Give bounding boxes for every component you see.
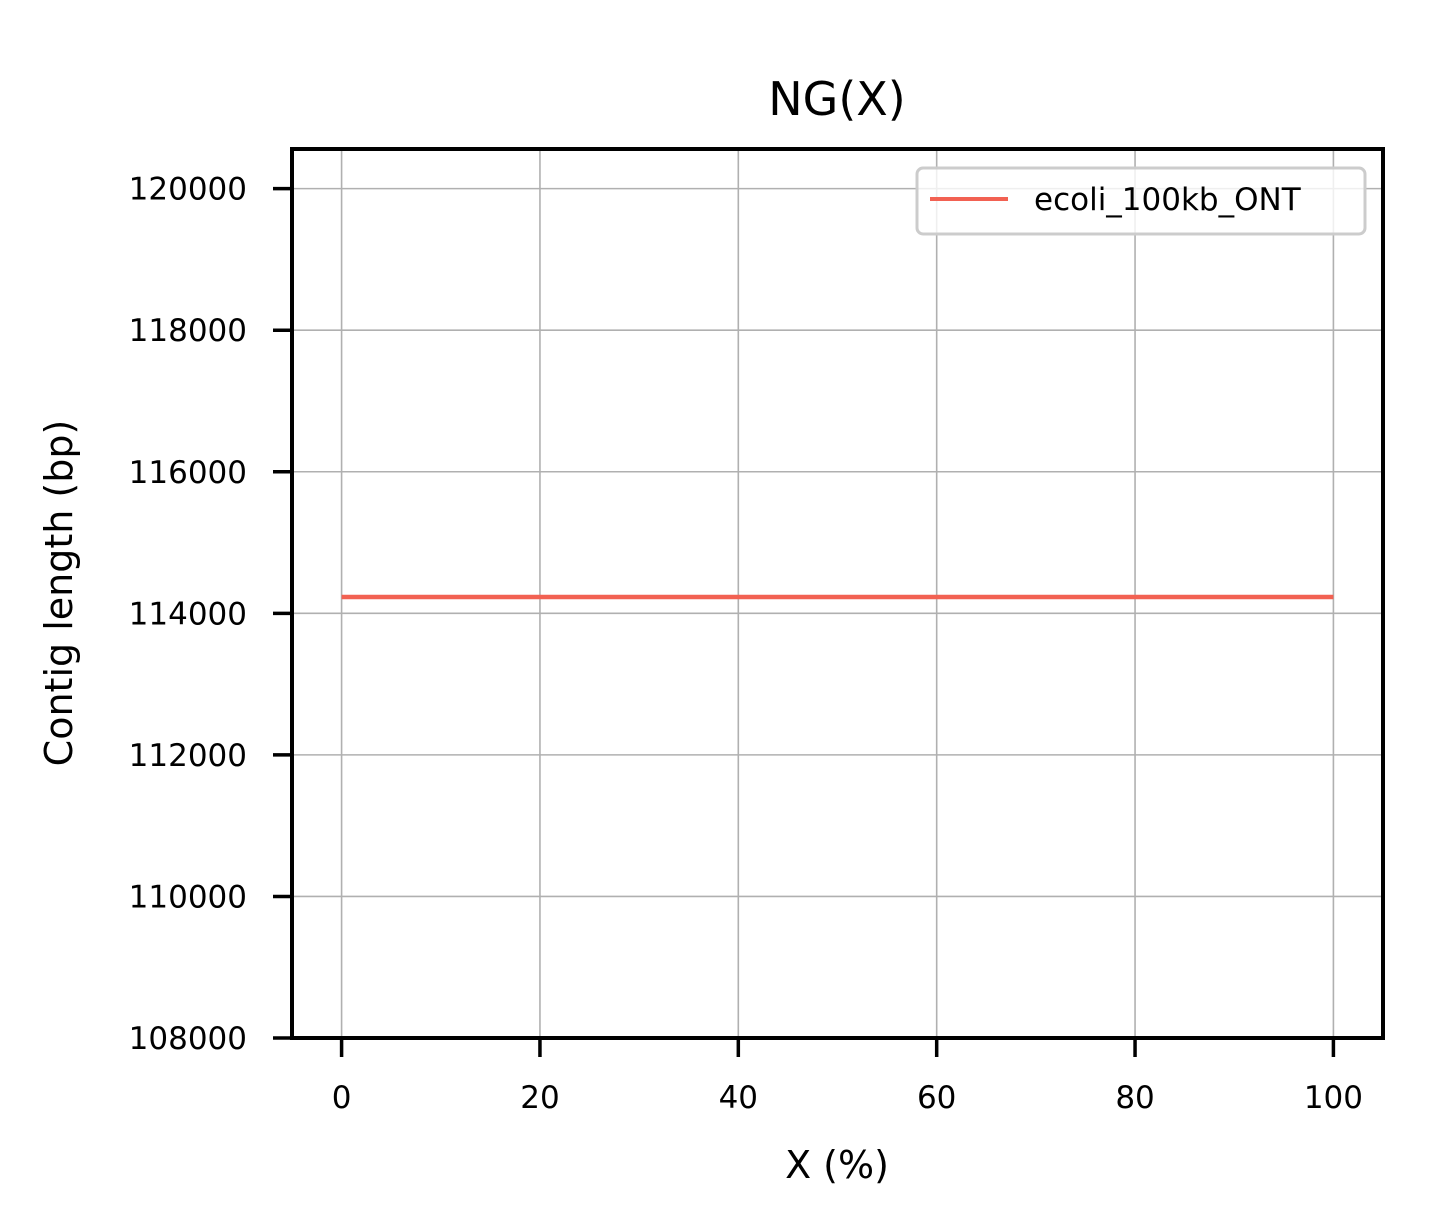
grid-lines (292, 149, 1383, 1039)
x-axis-label: X (%) (785, 1143, 889, 1187)
x-tick-label-60: 60 (917, 1080, 956, 1116)
x-tick-label-40: 40 (719, 1080, 758, 1116)
plot-frame (290, 147, 1385, 1040)
legend-label-ecoli-100kb-ont: ecoli_100kb_ONT (1034, 182, 1302, 218)
x-tick-label-20: 20 (520, 1080, 559, 1116)
chart-title: NG(X) (768, 72, 905, 126)
y-tick-label-116000: 116000 (129, 455, 247, 491)
x-tick-label-0: 0 (332, 1080, 352, 1116)
y-axis-label: Contig length (bp) (37, 420, 81, 767)
y-tick-label-110000: 110000 (129, 879, 247, 915)
y-tick-label-114000: 114000 (129, 596, 247, 632)
y-tick-label-112000: 112000 (129, 738, 247, 774)
x-axis-ticks: 0 20 40 60 80 100 (332, 1038, 1363, 1116)
legend: ecoli_100kb_ONT (915, 166, 1367, 236)
y-axis-ticks: 108000 110000 112000 114000 116000 118000 1200… (129, 172, 292, 1057)
x-tick-label-80: 80 (1115, 1080, 1154, 1116)
y-tick-label-118000: 118000 (129, 313, 247, 349)
legend-box (915, 166, 1367, 236)
y-tick-label-120000: 120000 (129, 172, 247, 208)
y-tick-label-108000: 108000 (129, 1021, 247, 1057)
x-tick-label-100: 100 (1304, 1080, 1363, 1116)
